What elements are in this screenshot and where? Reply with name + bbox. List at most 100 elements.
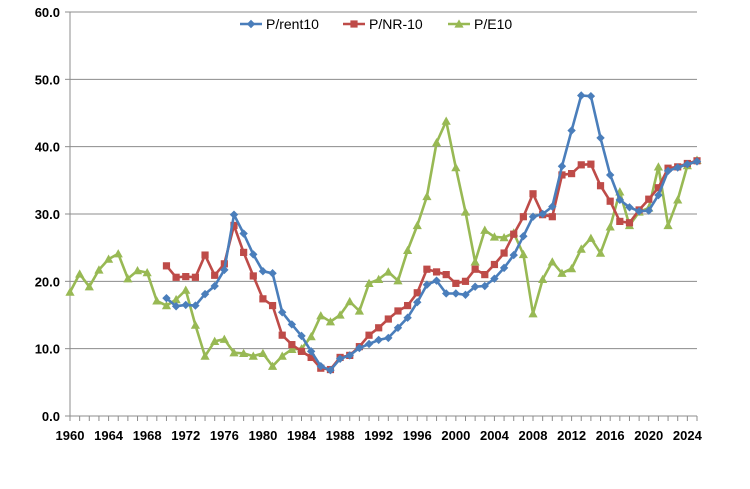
y-tick-label: 40.0 bbox=[35, 140, 60, 155]
data-point bbox=[201, 251, 209, 259]
data-point bbox=[229, 210, 239, 219]
data-point bbox=[268, 269, 277, 278]
x-tick-label: 1972 bbox=[171, 428, 200, 443]
x-tick-label: 1996 bbox=[403, 428, 432, 443]
data-point bbox=[461, 277, 470, 285]
data-point bbox=[413, 298, 422, 307]
y-tick-label: 60.0 bbox=[35, 5, 60, 20]
data-point bbox=[113, 249, 123, 258]
data-point bbox=[567, 126, 576, 135]
y-tick-label: 30.0 bbox=[35, 207, 60, 222]
data-point bbox=[364, 278, 374, 288]
data-point bbox=[354, 306, 364, 315]
data-point bbox=[393, 323, 403, 332]
data-point bbox=[403, 313, 412, 322]
data-point bbox=[103, 254, 114, 263]
axes bbox=[65, 11, 698, 421]
legend-label: P/E10 bbox=[474, 16, 512, 32]
data-point bbox=[499, 263, 509, 273]
data-point bbox=[297, 347, 306, 355]
x-tick-label: 2008 bbox=[519, 428, 548, 443]
data-point bbox=[606, 197, 614, 205]
data-point bbox=[422, 191, 432, 201]
y-tick-label: 0.0 bbox=[42, 409, 60, 424]
series-p-rent10 bbox=[162, 91, 702, 375]
data-point bbox=[595, 248, 606, 257]
data-point bbox=[605, 170, 615, 180]
x-tick-label: 2004 bbox=[480, 428, 510, 443]
data-point bbox=[454, 19, 464, 28]
data-point bbox=[423, 265, 431, 273]
data-point bbox=[65, 287, 75, 296]
x-tick-label: 2020 bbox=[634, 428, 663, 443]
data-point bbox=[191, 273, 199, 281]
data-point bbox=[587, 160, 595, 168]
data-point bbox=[375, 324, 383, 332]
data-point bbox=[452, 279, 460, 287]
data-point bbox=[152, 296, 162, 305]
legend-item: P/E10 bbox=[448, 16, 512, 32]
x-tick-label: 1980 bbox=[248, 428, 277, 443]
data-point bbox=[350, 20, 358, 28]
data-point bbox=[692, 157, 702, 166]
legend-item: P/NR-10 bbox=[343, 16, 423, 32]
data-point bbox=[297, 331, 306, 341]
data-point bbox=[557, 268, 567, 277]
y-tick-label: 10.0 bbox=[35, 342, 60, 357]
x-tick-label: 2000 bbox=[441, 428, 470, 443]
data-point bbox=[94, 265, 104, 274]
data-point bbox=[500, 249, 508, 257]
legend-label: P/NR-10 bbox=[369, 16, 423, 32]
data-point bbox=[278, 308, 287, 317]
data-point bbox=[663, 166, 673, 176]
data-point bbox=[84, 282, 94, 291]
data-point bbox=[548, 213, 556, 221]
data-point bbox=[142, 267, 152, 277]
data-point bbox=[325, 317, 336, 326]
x-tick-label: 2012 bbox=[557, 428, 586, 443]
data-point bbox=[663, 220, 673, 230]
data-point bbox=[394, 307, 402, 315]
data-point bbox=[577, 91, 586, 100]
x-tick-label: 1960 bbox=[56, 428, 85, 443]
data-point bbox=[442, 289, 451, 298]
data-point bbox=[200, 289, 210, 299]
data-point bbox=[355, 343, 364, 353]
data-point bbox=[211, 271, 219, 279]
data-point bbox=[246, 19, 256, 29]
data-point bbox=[230, 221, 238, 230]
data-point bbox=[248, 351, 258, 360]
data-point bbox=[519, 232, 528, 241]
data-point bbox=[161, 300, 172, 310]
data-point bbox=[210, 336, 220, 345]
data-point bbox=[326, 366, 335, 375]
data-point bbox=[547, 257, 557, 266]
data-point bbox=[576, 244, 586, 253]
data-point bbox=[519, 213, 527, 221]
data-point bbox=[249, 250, 258, 259]
data-point bbox=[365, 331, 373, 339]
data-point bbox=[683, 159, 692, 169]
x-tick-label: 2016 bbox=[596, 428, 625, 443]
data-point bbox=[586, 91, 596, 101]
data-point bbox=[219, 334, 229, 343]
data-point bbox=[316, 311, 326, 320]
data-point bbox=[132, 265, 143, 275]
data-point bbox=[470, 257, 480, 266]
data-point bbox=[568, 170, 576, 178]
x-tick-label: 1976 bbox=[210, 428, 239, 443]
data-point bbox=[287, 344, 297, 354]
data-point bbox=[567, 263, 577, 273]
y-tick-label: 50.0 bbox=[35, 72, 60, 87]
data-point bbox=[499, 232, 509, 242]
x-tick-label: 1968 bbox=[133, 428, 162, 443]
data-point bbox=[471, 265, 479, 273]
data-point bbox=[162, 262, 171, 270]
legend: P/rent10 P/NR-10 P/E10 bbox=[240, 16, 512, 32]
series-p-e10 bbox=[65, 116, 702, 370]
data-point bbox=[171, 294, 181, 304]
data-point bbox=[528, 212, 538, 221]
data-point bbox=[432, 276, 441, 285]
data-point bbox=[364, 339, 374, 349]
data-point bbox=[239, 348, 249, 358]
